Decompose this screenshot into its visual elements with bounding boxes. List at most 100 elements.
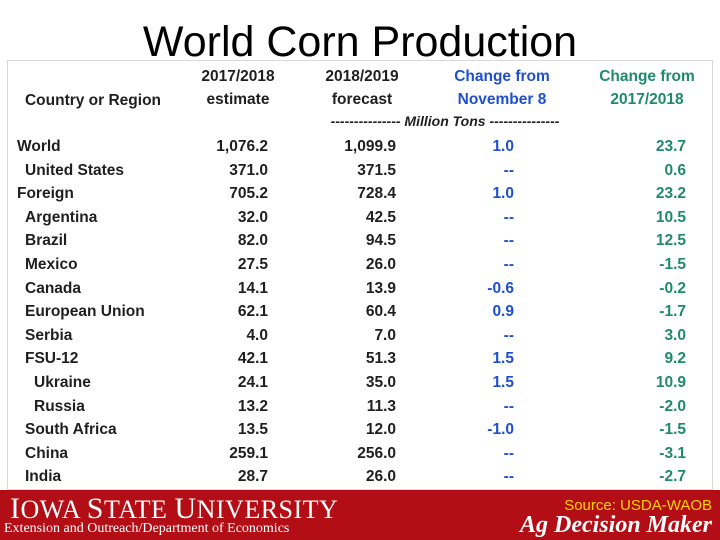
value-2017-estimate: 1,076.2 [216, 138, 268, 155]
header-country: Country or Region [13, 89, 173, 112]
value-2017-estimate: 28.7 [237, 468, 268, 486]
table-row: Canada 14.1 13.9 -0.6 -0.2 [7, 277, 713, 301]
value-change-nov: -- [503, 326, 514, 344]
value-change-nov: 1.0 [492, 138, 514, 155]
value-change-year: -1.7 [659, 303, 686, 321]
value-2017-estimate: 24.1 [237, 374, 268, 391]
header-change-year-line2: 2017/2018 [610, 91, 684, 108]
value-2018-forecast: 1,099.9 [344, 138, 396, 155]
value-2018-forecast: 26.0 [365, 468, 396, 486]
value-2018-forecast: 12.0 [365, 421, 396, 439]
value-change-nov: -- [503, 161, 514, 179]
value-2017-estimate: 27.5 [237, 256, 268, 273]
value-2017-estimate: 371.0 [229, 161, 268, 179]
footer-bar [0, 490, 720, 540]
value-2017-estimate: 4.0 [246, 326, 268, 344]
table-row: South Africa 13.5 12.0 -1.0 -1.5 [7, 418, 713, 442]
value-change-year: 23.2 [655, 185, 686, 203]
value-change-year: -2.7 [659, 468, 686, 486]
value-2017-estimate: 32.0 [237, 208, 268, 226]
table-row: Ukraine 24.1 35.0 1.5 10.9 [7, 371, 713, 395]
value-2018-forecast: 42.5 [365, 208, 396, 226]
value-change-year: -1.5 [659, 421, 686, 439]
header-2017-estimate: 2017/2018 estimate [183, 65, 293, 111]
value-2018-forecast: 35.0 [365, 374, 396, 391]
row-name: India [25, 468, 62, 486]
value-change-nov: 1.0 [492, 185, 514, 203]
row-name: Brazil [25, 232, 68, 250]
table-row: European Union 62.1 60.4 0.9 -1.7 [7, 300, 713, 324]
value-2018-forecast: 13.9 [365, 279, 396, 297]
value-change-year: 12.5 [655, 232, 686, 250]
university-logo: IOWA STATE UNIVERSITY [10, 492, 339, 525]
value-change-year: 23.7 [655, 138, 686, 155]
corn-production-table: Country or Region 2017/2018 estimate 201… [7, 60, 713, 490]
value-2018-forecast: 51.3 [365, 350, 396, 368]
table-row: Russia 13.2 11.3 -- -2.0 [7, 395, 713, 419]
page-title: World Corn Production [142, 18, 578, 66]
unit-label: --------------- Million Tons -----------… [330, 113, 560, 129]
row-name: Mexico [25, 256, 78, 273]
value-2017-estimate: 14.1 [237, 279, 268, 297]
value-2018-forecast: 371.5 [357, 161, 396, 179]
header-2017-line2: estimate [206, 91, 270, 108]
row-name: China [25, 444, 69, 462]
row-name: FSU-12 [25, 350, 79, 368]
value-change-nov: -- [503, 397, 514, 415]
value-2017-estimate: 13.2 [237, 397, 268, 415]
table-row: Serbia 4.0 7.0 -- 3.0 [7, 324, 713, 348]
value-change-nov: 1.5 [492, 350, 514, 368]
source-label: Source: USDA-WAOB [564, 497, 712, 514]
header-change-nov: Change from November 8 [437, 65, 567, 111]
table-row: FSU-12 42.1 51.3 1.5 9.2 [7, 347, 713, 371]
value-change-nov: -- [503, 468, 514, 486]
table-row: China 259.1 256.0 -- -3.1 [7, 442, 713, 466]
row-name: Ukraine [34, 374, 91, 391]
row-name: World [17, 138, 61, 155]
value-2018-forecast: 7.0 [374, 326, 396, 344]
header-change-year: Change from 2017/2018 [582, 65, 712, 111]
row-name: Serbia [25, 326, 73, 344]
value-change-nov: -1.0 [487, 421, 514, 439]
row-name: Russia [34, 397, 85, 415]
value-change-year: -2.0 [659, 397, 686, 415]
brand-label: Ag Decision Maker [520, 512, 712, 538]
value-2017-estimate: 259.1 [229, 444, 268, 462]
value-2018-forecast: 11.3 [366, 397, 396, 415]
value-change-nov: -- [503, 444, 514, 462]
header-2017-line1: 2017/2018 [201, 68, 275, 85]
header-2018-line2: forecast [331, 91, 393, 108]
value-change-year: -1.5 [659, 256, 686, 273]
value-change-year: 10.9 [655, 374, 686, 391]
table-row: World 1,076.2 1,099.9 1.0 23.7 [7, 135, 713, 159]
value-2018-forecast: 94.5 [365, 232, 396, 250]
value-2017-estimate: 705.2 [229, 185, 268, 203]
value-change-nov: -0.6 [487, 279, 514, 297]
table-row: Brazil 82.0 94.5 -- 12.5 [7, 229, 713, 253]
row-name: Argentina [25, 208, 98, 226]
extension-label: Extension and Outreach/Department of Eco… [4, 521, 290, 536]
value-2018-forecast: 60.4 [365, 303, 396, 321]
value-2017-estimate: 62.1 [237, 303, 268, 321]
value-2017-estimate: 82.0 [237, 232, 268, 250]
value-2018-forecast: 26.0 [365, 256, 396, 273]
header-2018-line1: 2018/2019 [325, 68, 399, 85]
value-change-nov: -- [503, 232, 514, 250]
table-row: Mexico 27.5 26.0 -- -1.5 [7, 253, 713, 277]
value-2017-estimate: 42.1 [237, 350, 268, 368]
value-change-year: 0.6 [664, 161, 686, 179]
table-row: Foreign 705.2 728.4 1.0 23.2 [7, 182, 713, 206]
header-country-label: Country or Region [24, 92, 162, 109]
value-2018-forecast: 256.0 [357, 444, 396, 462]
value-2017-estimate: 13.5 [237, 421, 268, 439]
row-name: South Africa [25, 421, 117, 439]
row-name: European Union [25, 303, 145, 321]
value-change-nov: -- [503, 256, 514, 273]
table-row: Argentina 32.0 42.5 -- 10.5 [7, 206, 713, 230]
value-change-year: -0.2 [659, 279, 686, 297]
value-change-year: 3.0 [664, 326, 686, 344]
row-name: Foreign [17, 185, 74, 203]
row-name: United States [25, 161, 125, 179]
value-change-year: 10.5 [655, 208, 686, 226]
value-change-year: 9.2 [664, 350, 686, 368]
